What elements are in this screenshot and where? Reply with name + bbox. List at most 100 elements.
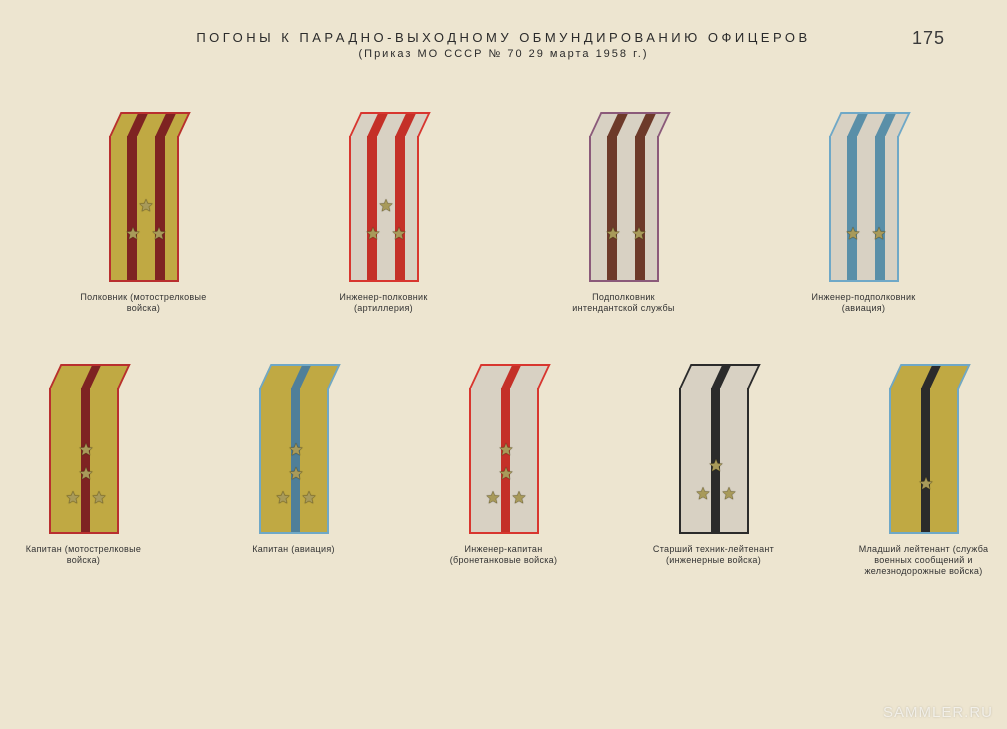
stripe — [291, 366, 311, 389]
star-icon — [138, 198, 154, 214]
row-1: Полковник (мотострелковые войска) Инженер… — [79, 102, 929, 314]
epaulette-cell: Инженер-капитан (бронетанковые войска) — [439, 354, 569, 577]
stripe — [847, 136, 857, 280]
stripe — [367, 136, 377, 280]
epaulette-top — [49, 364, 131, 389]
epaulette-wrap — [889, 354, 959, 534]
stripe — [875, 114, 896, 137]
star-icon — [391, 226, 407, 242]
epaulette-top — [469, 364, 551, 389]
stripe — [367, 114, 388, 137]
caption: Капитан (мотострелковые войска) — [19, 544, 149, 566]
epaulette-body — [889, 388, 959, 534]
stripe — [847, 114, 868, 137]
stripe — [501, 366, 521, 389]
epaulette-body — [259, 388, 329, 534]
star-icon — [871, 226, 887, 242]
epaulette-wrap — [469, 354, 539, 534]
epaulette-wrap — [259, 354, 329, 534]
stripe — [291, 388, 300, 532]
epaulette-wrap — [349, 102, 419, 282]
page-number: 175 — [912, 28, 945, 49]
star-icon — [91, 490, 107, 506]
stripe — [607, 136, 617, 280]
epaulette-body — [349, 136, 419, 282]
page: 175 ПОГОНЫ К ПАРАДНО-ВЫХОДНОМУ ОБМУНДИРО… — [0, 0, 1007, 729]
star-icon — [485, 490, 501, 506]
epaulette-st-tech-lt — [679, 364, 749, 534]
star-icon — [631, 226, 647, 242]
epaulette-kapitan-avia — [259, 364, 329, 534]
epaulette-kapitan-moto — [49, 364, 119, 534]
caption: Инженер-подполковник (авиация) — [799, 292, 929, 314]
epaulette-top — [679, 364, 761, 389]
epaulette-top — [889, 364, 971, 389]
star-icon — [275, 490, 291, 506]
stripe — [395, 136, 405, 280]
star-icon — [498, 442, 514, 458]
epaulette-wrap — [589, 102, 659, 282]
star-icon — [65, 490, 81, 506]
epaulette-cell: Инженер-подполковник (авиация) — [799, 102, 929, 314]
caption: Инженер-капитан (бронетанковые войска) — [439, 544, 569, 566]
epaulette-podpolkovnik-int — [589, 112, 659, 282]
epaulette-inzh-polkovnik-art — [349, 112, 419, 282]
star-icon — [845, 226, 861, 242]
stripe — [921, 366, 941, 389]
star-icon — [695, 486, 711, 502]
star-icon — [708, 458, 724, 474]
epaulette-cell: Подполковник интендантской службы — [559, 102, 689, 314]
star-icon — [78, 466, 94, 482]
star-icon — [378, 198, 394, 214]
stripe — [875, 136, 885, 280]
epaulette-wrap — [829, 102, 899, 282]
caption: Младший лейтенант (служба военных сообще… — [859, 544, 989, 577]
epaulette-cell: Капитан (авиация) — [229, 354, 359, 577]
caption: Полковник (мотострелковые войска) — [79, 292, 209, 314]
epaulette-cell: Старший техник-лейтенант (инженерные вой… — [649, 354, 779, 577]
stripe — [635, 114, 656, 137]
epaulette-top — [349, 112, 431, 137]
epaulette-ml-lt-zhd — [889, 364, 959, 534]
epaulette-body — [679, 388, 749, 534]
stripe — [395, 114, 416, 137]
star-icon — [498, 466, 514, 482]
stripe — [501, 388, 510, 532]
epaulette-cell: Инженер-полковник (артиллерия) — [319, 102, 449, 314]
page-subtitle: (Приказ МО СССР № 70 29 марта 1958 г.) — [50, 48, 957, 60]
epaulette-body — [49, 388, 119, 534]
stripe — [711, 366, 731, 389]
epaulette-cell: Капитан (мотострелковые войска) — [19, 354, 149, 577]
caption: Инженер-полковник (артиллерия) — [319, 292, 449, 314]
star-icon — [605, 226, 621, 242]
caption: Старший техник-лейтенант (инженерные вой… — [649, 544, 779, 566]
watermark: SAMMLER.RU — [883, 704, 993, 721]
header: ПОГОНЫ К ПАРАДНО-ВЫХОДНОМУ ОБМУНДИРОВАНИ… — [50, 30, 957, 60]
stripe — [921, 388, 930, 532]
stripe — [81, 388, 90, 532]
epaulette-inzh-kapitan-bron — [469, 364, 539, 534]
star-icon — [365, 226, 381, 242]
epaulette-wrap — [679, 354, 749, 534]
stripe — [607, 114, 628, 137]
epaulette-wrap — [49, 354, 119, 534]
stripe — [127, 114, 148, 137]
caption: Подполковник интендантской службы — [559, 292, 689, 314]
star-icon — [918, 476, 934, 492]
star-icon — [78, 442, 94, 458]
stripe — [635, 136, 645, 280]
epaulette-cell: Полковник (мотострелковые войска) — [79, 102, 209, 314]
page-title: ПОГОНЫ К ПАРАДНО-ВЫХОДНОМУ ОБМУНДИРОВАНИ… — [50, 30, 957, 45]
epaulette-body — [109, 136, 179, 282]
star-icon — [511, 490, 527, 506]
stripe — [127, 136, 137, 280]
star-icon — [125, 226, 141, 242]
epaulette-wrap — [109, 102, 179, 282]
epaulette-polkovnik-moto — [109, 112, 179, 282]
epaulette-body — [589, 136, 659, 282]
star-icon — [721, 486, 737, 502]
epaulette-top — [259, 364, 341, 389]
star-icon — [288, 466, 304, 482]
star-icon — [288, 442, 304, 458]
stripe — [155, 136, 165, 280]
